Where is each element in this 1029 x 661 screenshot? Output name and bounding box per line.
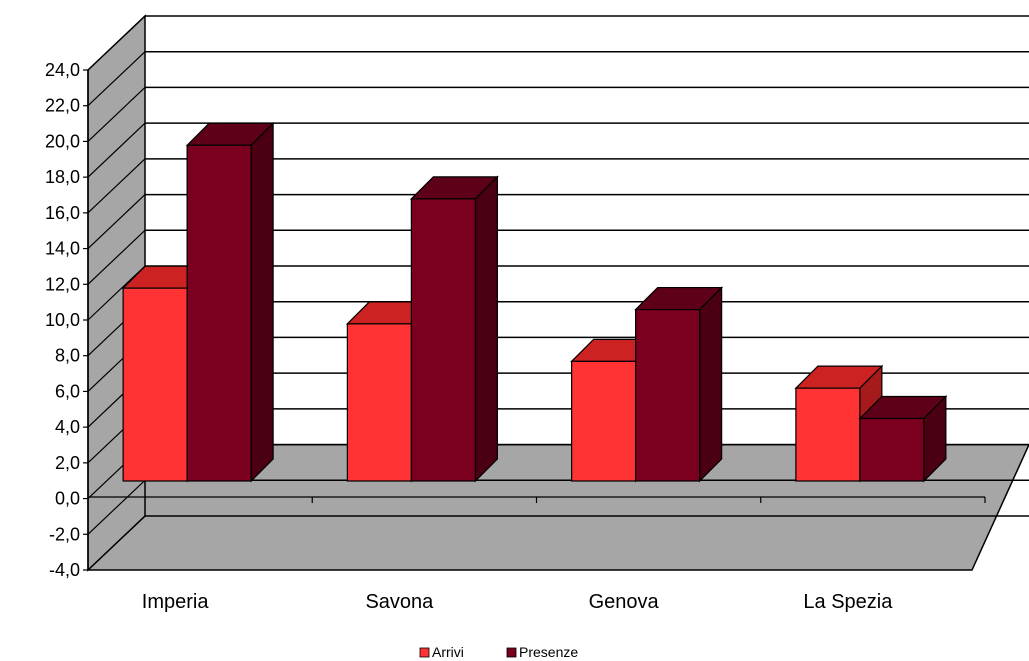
legend-item-presenze: Presenze [506, 644, 578, 660]
bar-front [635, 308, 701, 482]
y-tick-label: 14,0 [45, 239, 80, 259]
bar-front [795, 387, 861, 482]
gridline-side [87, 15, 146, 71]
bar-front [859, 417, 925, 482]
bar-presenze-genova [634, 286, 724, 483]
gridline-side [87, 515, 146, 571]
gridline-side [87, 229, 146, 285]
bar-front [186, 144, 252, 482]
y-tick-label: 12,0 [45, 274, 80, 294]
legend-swatch [506, 647, 517, 658]
bar-front [122, 287, 188, 482]
y-tick-label: 20,0 [45, 131, 80, 151]
gridline-side [87, 51, 146, 107]
bar-presenze-savona [409, 175, 499, 483]
y-tick-label: 22,0 [45, 96, 80, 116]
gridline-side [87, 86, 146, 142]
bar-side [250, 121, 274, 483]
legend-label: Presenze [519, 644, 578, 660]
y-tick-label: 6,0 [55, 381, 80, 401]
x-tick-label: Imperia [142, 591, 210, 613]
y-tick-label: 0,0 [55, 489, 80, 509]
y-tick-label: -4,0 [49, 560, 80, 580]
bars [121, 121, 948, 483]
legend-swatch [419, 647, 430, 658]
y-tick-label: 8,0 [55, 346, 80, 366]
legend-item-arrivi: Arrivi [419, 644, 464, 660]
x-tick-label: Savona [365, 591, 434, 613]
legend: Arrivi Presenze [419, 644, 578, 660]
gridline-side [87, 122, 146, 178]
gridline-side [87, 479, 146, 535]
bar-side [474, 175, 498, 483]
y-tick-label: 2,0 [55, 453, 80, 473]
x-axis: Imperia Savona Genova La Spezia [142, 591, 893, 613]
y-tick-label: 10,0 [45, 310, 80, 330]
y-tick-label: 4,0 [55, 417, 80, 437]
bar-front [571, 360, 637, 482]
y-tick-label: 24,0 [45, 60, 80, 80]
gridline-side [87, 158, 146, 214]
bar-presenze-imperia [185, 121, 275, 483]
bar-side [699, 286, 723, 483]
bar-presenze-la-spezia [858, 395, 948, 483]
y-tick-label: -2,0 [49, 524, 80, 544]
bar-front [410, 198, 476, 482]
legend-label: Arrivi [432, 644, 464, 660]
bar-front [346, 323, 412, 482]
y-axis: -4,0 -2,0 0,0 2,0 4,0 6,0 8,0 10,0 12,0 14,0 16,0 1… [45, 60, 89, 580]
x-tick-label: Genova [589, 591, 660, 613]
y-tick-label: 16,0 [45, 203, 80, 223]
y-tick-label: 18,0 [45, 167, 80, 187]
x-tick-label: La Spezia [803, 591, 893, 613]
gridline-side [87, 194, 146, 250]
